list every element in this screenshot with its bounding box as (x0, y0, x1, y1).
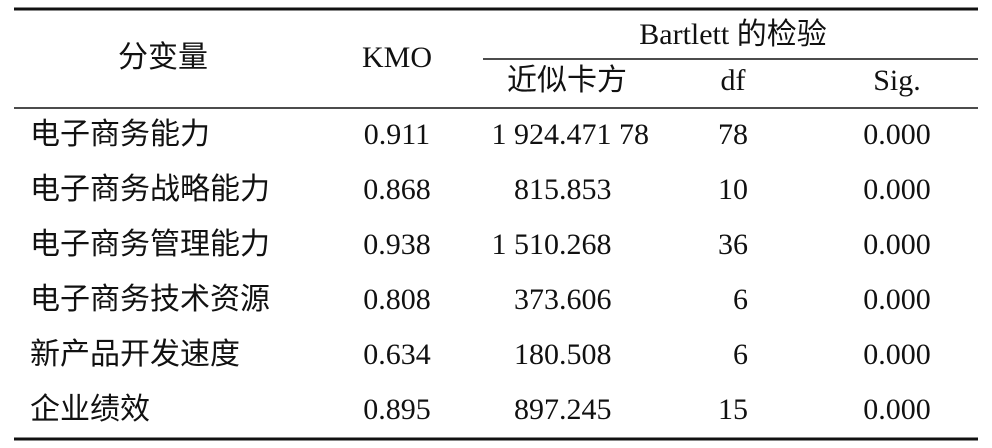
kmo-cell: 0.634 (363, 338, 431, 371)
kmo-cell: 0.911 (364, 118, 430, 151)
df-cell: 6 (733, 338, 748, 371)
header-kmo: KMO (362, 41, 432, 74)
row-label: 电子商务管理能力 (30, 228, 270, 261)
kmo-cell: 0.938 (363, 228, 431, 261)
row-label: 电子商务技术资源 (30, 283, 270, 316)
df-cell: 78 (718, 118, 748, 151)
header-bartlett: Bartlett 的检验 (639, 18, 826, 51)
header-sig: Sig. (873, 64, 921, 97)
chi-cell: 897.245 (514, 393, 612, 426)
row-label: 电子商务战略能力 (30, 173, 270, 206)
chi-cell: 1 924.471 78 (492, 118, 650, 151)
row-label: 企业绩效 (30, 393, 150, 426)
df-cell: 10 (718, 173, 748, 206)
chi-cell: 815.853 (514, 173, 612, 206)
sig-cell: 0.000 (863, 393, 931, 426)
sig-cell: 0.000 (863, 173, 931, 206)
sig-cell: 0.000 (863, 228, 931, 261)
df-cell: 15 (718, 393, 748, 426)
df-cell: 6 (733, 283, 748, 316)
kmo-cell: 0.868 (363, 173, 431, 206)
df-cell: 36 (718, 228, 748, 261)
row-label: 电子商务能力 (30, 118, 210, 151)
sig-cell: 0.000 (863, 118, 931, 151)
kmo-cell: 0.895 (363, 393, 431, 426)
kmo-cell: 0.808 (363, 283, 431, 316)
chi-cell: 373.606 (514, 283, 612, 316)
chi-cell: 180.508 (514, 338, 612, 371)
chi-cell: 1 510.268 (492, 228, 612, 261)
sig-cell: 0.000 (863, 283, 931, 316)
header-variable: 分变量 (118, 41, 208, 74)
sig-cell: 0.000 (863, 338, 931, 371)
row-label: 新产品开发速度 (30, 338, 240, 371)
header-chi: 近似卡方 (507, 64, 627, 97)
header-df: df (721, 64, 746, 97)
